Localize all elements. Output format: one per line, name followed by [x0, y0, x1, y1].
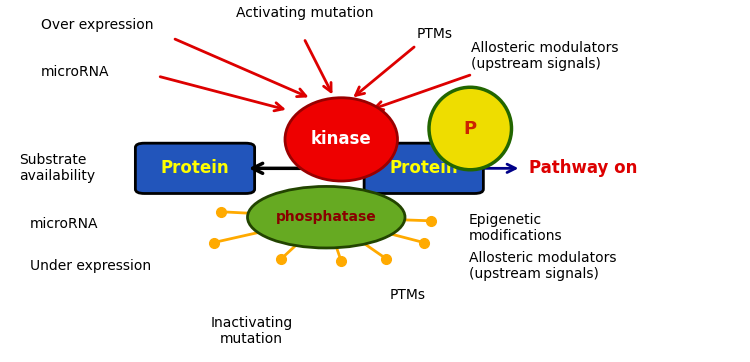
Text: Protein: Protein: [389, 159, 458, 177]
Text: Protein: Protein: [160, 159, 230, 177]
Text: phosphatase: phosphatase: [276, 210, 376, 224]
FancyBboxPatch shape: [135, 143, 255, 193]
Ellipse shape: [285, 98, 398, 181]
Text: Inactivating
mutation: Inactivating mutation: [210, 316, 292, 346]
Text: Activating mutation: Activating mutation: [236, 6, 374, 20]
Text: Under expression: Under expression: [30, 259, 151, 273]
Text: kinase: kinase: [310, 130, 372, 148]
Text: Epigenetic
modifications: Epigenetic modifications: [469, 213, 562, 243]
Text: microRNA: microRNA: [41, 66, 110, 79]
Text: Allosteric modulators
(upstream signals): Allosteric modulators (upstream signals): [469, 251, 616, 281]
Text: P: P: [464, 119, 477, 138]
Text: PTMs: PTMs: [390, 288, 426, 302]
Text: Over expression: Over expression: [41, 18, 154, 32]
Text: Allosteric modulators
(upstream signals): Allosteric modulators (upstream signals): [471, 41, 619, 71]
Ellipse shape: [248, 186, 405, 248]
Text: PTMs: PTMs: [416, 28, 452, 41]
FancyBboxPatch shape: [364, 143, 483, 193]
Ellipse shape: [429, 87, 512, 170]
Text: Pathway on: Pathway on: [529, 159, 637, 177]
Text: Substrate
availability: Substrate availability: [19, 153, 94, 184]
Text: microRNA: microRNA: [30, 218, 98, 231]
